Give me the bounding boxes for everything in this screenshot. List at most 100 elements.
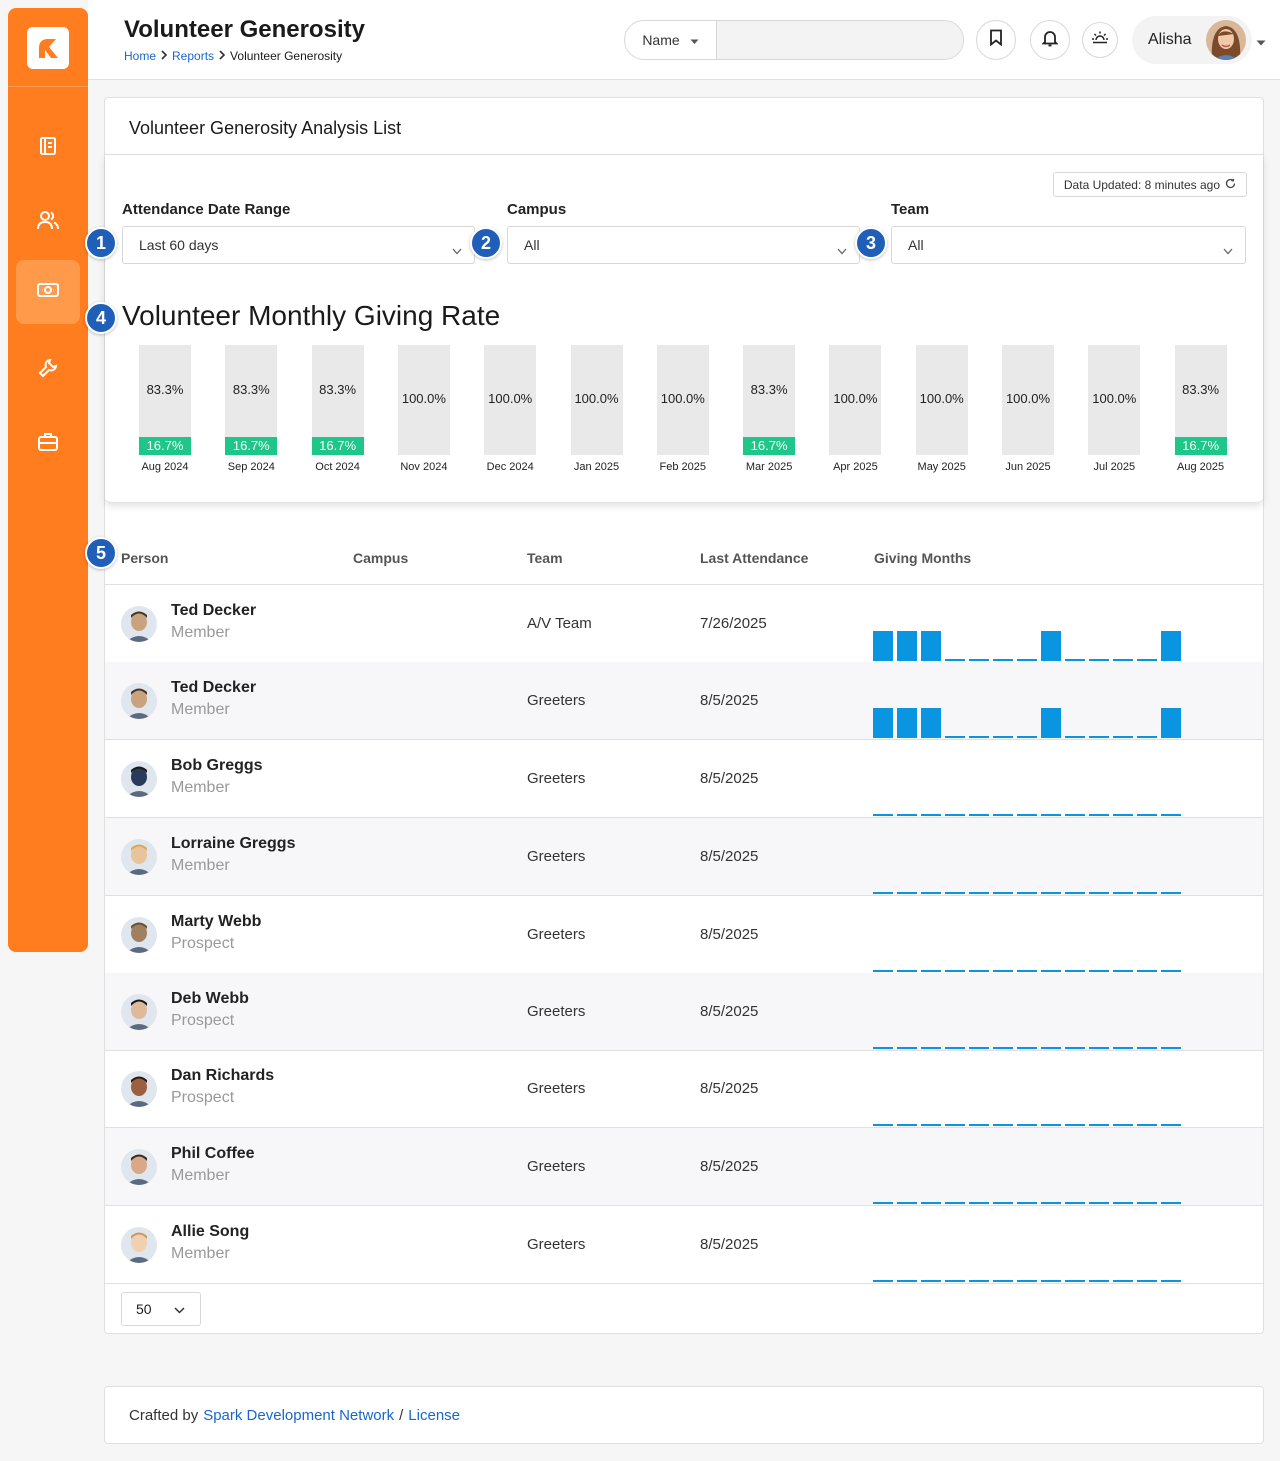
chart-bar-label-not-giving: 100.0% — [401, 391, 446, 406]
non-giving-month-bar — [1137, 814, 1157, 816]
person-name[interactable]: Lorraine Greggs — [171, 835, 296, 852]
column-team[interactable]: Team — [527, 550, 563, 566]
person-name[interactable]: Ted Decker — [171, 602, 257, 619]
chart-x-tick-label: May 2025 — [917, 461, 966, 473]
chart-bar-segment-giving: 16.7% — [311, 437, 364, 455]
sidebar-item-people[interactable] — [16, 190, 80, 254]
non-giving-month-bar — [969, 736, 989, 738]
data-updated-button[interactable]: Data Updated: 8 minutes ago — [1052, 172, 1247, 197]
person-name[interactable]: Marty Webb — [171, 913, 262, 930]
giving-month-bar — [1161, 708, 1181, 738]
chart-bar-segment-giving: 16.7% — [1174, 437, 1227, 455]
non-giving-month-bar — [1065, 1124, 1085, 1126]
non-giving-month-bar — [1161, 970, 1181, 972]
team-cell: A/V Team — [527, 615, 592, 632]
date-range-select[interactable]: Last 60 days — [122, 226, 475, 264]
giving-month-bar — [1041, 631, 1061, 661]
campus-label: Campus — [507, 201, 567, 218]
person-name[interactable]: Deb Webb — [171, 990, 249, 1007]
search-type-select[interactable]: Name — [625, 21, 717, 59]
non-giving-month-bar — [897, 1280, 917, 1282]
sidebar-item-finance[interactable] — [16, 260, 80, 324]
footer-spark-link[interactable]: Spark Development Network — [203, 1406, 395, 1424]
campus-select[interactable]: All — [507, 226, 860, 264]
sidebar-item-tools[interactable] — [16, 338, 80, 402]
search-input[interactable] — [717, 21, 963, 59]
data-updated-label: Data Updated: 8 minutes ago — [1063, 177, 1220, 192]
chart-bar: 100.0% — [484, 345, 537, 455]
refresh-icon — [1225, 178, 1236, 192]
table-row[interactable]: Phil Coffee Member Greeters 8/5/2025 — [105, 1128, 1263, 1206]
person-name[interactable]: Allie Song — [171, 1223, 250, 1240]
column-last-attendance[interactable]: Last Attendance — [700, 550, 809, 566]
non-giving-month-bar — [1065, 1280, 1085, 1282]
non-giving-month-bar — [1137, 1280, 1157, 1282]
non-giving-month-bar — [945, 1202, 965, 1204]
non-giving-month-bar — [873, 814, 893, 816]
chart-x-tick-label: Aug 2024 — [141, 461, 189, 473]
team-cell: Greeters — [527, 1080, 586, 1097]
table-row[interactable]: Deb Webb Prospect Greeters 8/5/2025 — [105, 973, 1263, 1051]
breadcrumb-reports[interactable]: Reports — [172, 49, 215, 63]
non-giving-month-bar — [1089, 814, 1109, 816]
team-cell: Greeters — [527, 1236, 586, 1253]
table-row[interactable]: Bob Greggs Member Greeters 8/5/2025 — [105, 740, 1263, 818]
page-size-select[interactable]: 50 — [121, 1292, 201, 1326]
non-giving-month-bar — [1041, 1047, 1061, 1049]
person-name[interactable]: Dan Richards — [171, 1067, 275, 1084]
people-icon — [36, 209, 60, 236]
column-person[interactable]: Person — [121, 550, 169, 566]
non-giving-month-bar — [1089, 1280, 1109, 1282]
sidebar-item-book[interactable] — [16, 116, 80, 180]
non-giving-month-bar — [1161, 892, 1181, 894]
chart-bar-label-not-giving: 83.3% — [1182, 382, 1220, 397]
last-attendance-cell: 8/5/2025 — [700, 692, 759, 709]
non-giving-month-bar — [945, 1047, 965, 1049]
non-giving-month-bar — [1089, 1047, 1109, 1049]
table-row[interactable]: Allie Song Member Greeters 8/5/2025 — [105, 1206, 1263, 1284]
bell-icon — [1041, 29, 1059, 52]
table-row[interactable]: Marty Webb Prospect Greeters 8/5/2025 — [105, 896, 1263, 974]
notifications-button[interactable] — [1030, 20, 1070, 60]
chart-title: Volunteer Monthly Giving Rate — [122, 300, 501, 331]
non-giving-month-bar — [1065, 970, 1085, 972]
caret-down-icon[interactable] — [1256, 34, 1266, 52]
person-status: Prospect — [171, 1089, 235, 1106]
team-select[interactable]: All — [891, 226, 1246, 264]
non-giving-month-bar — [1065, 659, 1085, 661]
avatar — [121, 1149, 157, 1185]
card-title: Volunteer Generosity Analysis List — [129, 118, 402, 138]
column-campus[interactable]: Campus — [353, 550, 409, 566]
user-menu[interactable]: Alisha — [1132, 16, 1252, 64]
non-giving-month-bar — [921, 1047, 941, 1049]
table-row[interactable]: Lorraine Greggs Member Greeters 8/5/2025 — [105, 818, 1263, 896]
person-name[interactable]: Phil Coffee — [171, 1145, 255, 1162]
theme-toggle-button[interactable] — [1082, 22, 1118, 58]
chart-bar-label-not-giving: 100.0% — [1005, 391, 1051, 406]
table-row[interactable]: Dan Richards Prospect Greeters 8/5/2025 — [105, 1050, 1263, 1128]
sidebar-item-admin[interactable] — [16, 412, 80, 476]
chart-x-tick-label: Mar 2025 — [745, 461, 793, 473]
person-name[interactable]: Bob Greggs — [171, 757, 263, 774]
footer-license-link[interactable]: License — [408, 1406, 460, 1424]
filter-panel: Data Updated: 8 minutes ago Attendance D… — [105, 155, 1263, 503]
non-giving-month-bar — [1017, 1280, 1037, 1282]
non-giving-month-bar — [1113, 736, 1133, 738]
non-giving-month-bar — [969, 1280, 989, 1282]
avatar — [121, 683, 157, 719]
non-giving-month-bar — [945, 892, 965, 894]
rock-logo[interactable] — [27, 27, 69, 69]
table-row[interactable]: Ted Decker Member A/V Team 7/26/2025 — [105, 585, 1263, 663]
bookmark-button[interactable] — [976, 20, 1016, 60]
breadcrumb-home[interactable]: Home — [124, 49, 157, 63]
person-name[interactable]: Ted Decker — [171, 679, 257, 696]
chart-bar-label-not-giving: 100.0% — [1092, 391, 1137, 406]
column-giving-months[interactable]: Giving Months — [874, 550, 972, 566]
chart-x-tick-label: Apr 2025 — [833, 461, 878, 473]
chart-bar-label-not-giving: 83.3% — [319, 382, 357, 397]
non-giving-month-bar — [993, 1047, 1013, 1049]
non-giving-month-bar — [1113, 1280, 1133, 1282]
giving-months-sparkline — [873, 1280, 1181, 1282]
table-row[interactable]: Ted Decker Member Greeters 8/5/2025 — [105, 662, 1263, 740]
non-giving-month-bar — [1041, 892, 1061, 894]
